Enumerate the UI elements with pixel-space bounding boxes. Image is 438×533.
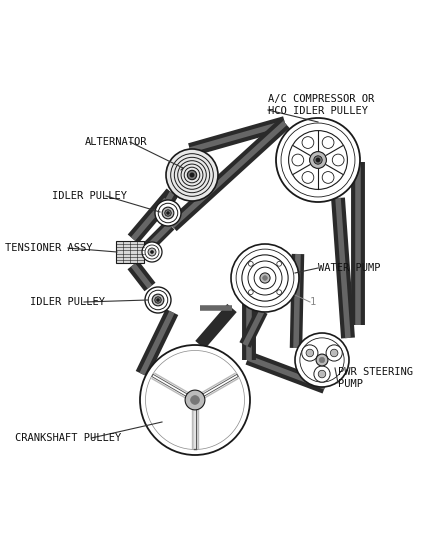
Text: IDLER PULLEY: IDLER PULLEY — [52, 191, 127, 201]
Circle shape — [292, 154, 304, 166]
Circle shape — [330, 349, 338, 357]
Circle shape — [263, 276, 267, 280]
Circle shape — [277, 290, 282, 295]
Circle shape — [322, 136, 334, 148]
Circle shape — [319, 357, 325, 362]
Circle shape — [152, 294, 164, 306]
Circle shape — [155, 297, 161, 303]
Circle shape — [260, 273, 270, 283]
Circle shape — [151, 251, 153, 254]
Text: A/C COMPRESSOR OR
HCO IDLER PULLEY: A/C COMPRESSOR OR HCO IDLER PULLEY — [268, 94, 374, 116]
Circle shape — [162, 207, 174, 219]
Circle shape — [231, 244, 299, 312]
Circle shape — [318, 370, 326, 378]
Text: IDLER PULLEY: IDLER PULLEY — [30, 297, 105, 307]
Circle shape — [190, 173, 194, 177]
Circle shape — [157, 298, 159, 301]
Bar — [116, 241, 144, 263]
Circle shape — [316, 354, 328, 366]
Circle shape — [155, 200, 181, 226]
Circle shape — [295, 333, 349, 387]
Circle shape — [332, 154, 344, 166]
Circle shape — [165, 210, 171, 216]
Circle shape — [302, 172, 314, 183]
Circle shape — [306, 349, 314, 357]
Circle shape — [302, 136, 314, 148]
Circle shape — [314, 366, 330, 382]
Circle shape — [191, 395, 199, 405]
Circle shape — [142, 242, 162, 262]
Circle shape — [140, 345, 250, 455]
Circle shape — [145, 287, 171, 313]
Circle shape — [248, 261, 253, 266]
Circle shape — [248, 290, 253, 295]
Circle shape — [316, 158, 320, 162]
Circle shape — [310, 151, 326, 168]
Circle shape — [302, 345, 318, 361]
Text: PWR STEERING
PUMP: PWR STEERING PUMP — [338, 367, 413, 389]
Text: WATER PUMP: WATER PUMP — [318, 263, 381, 273]
Text: ALTERNATOR: ALTERNATOR — [85, 137, 148, 147]
Circle shape — [185, 390, 205, 410]
Circle shape — [187, 171, 197, 180]
Circle shape — [277, 261, 282, 266]
Text: 1: 1 — [310, 297, 316, 307]
Circle shape — [148, 248, 156, 256]
Text: CRANKSHAFT PULLEY: CRANKSHAFT PULLEY — [15, 433, 121, 443]
Text: TENSIONER ASSY: TENSIONER ASSY — [5, 243, 92, 253]
Circle shape — [167, 212, 170, 214]
Circle shape — [322, 172, 334, 183]
Circle shape — [276, 118, 360, 202]
Circle shape — [314, 156, 322, 164]
Circle shape — [145, 351, 244, 449]
Circle shape — [166, 149, 218, 201]
Circle shape — [326, 345, 342, 361]
